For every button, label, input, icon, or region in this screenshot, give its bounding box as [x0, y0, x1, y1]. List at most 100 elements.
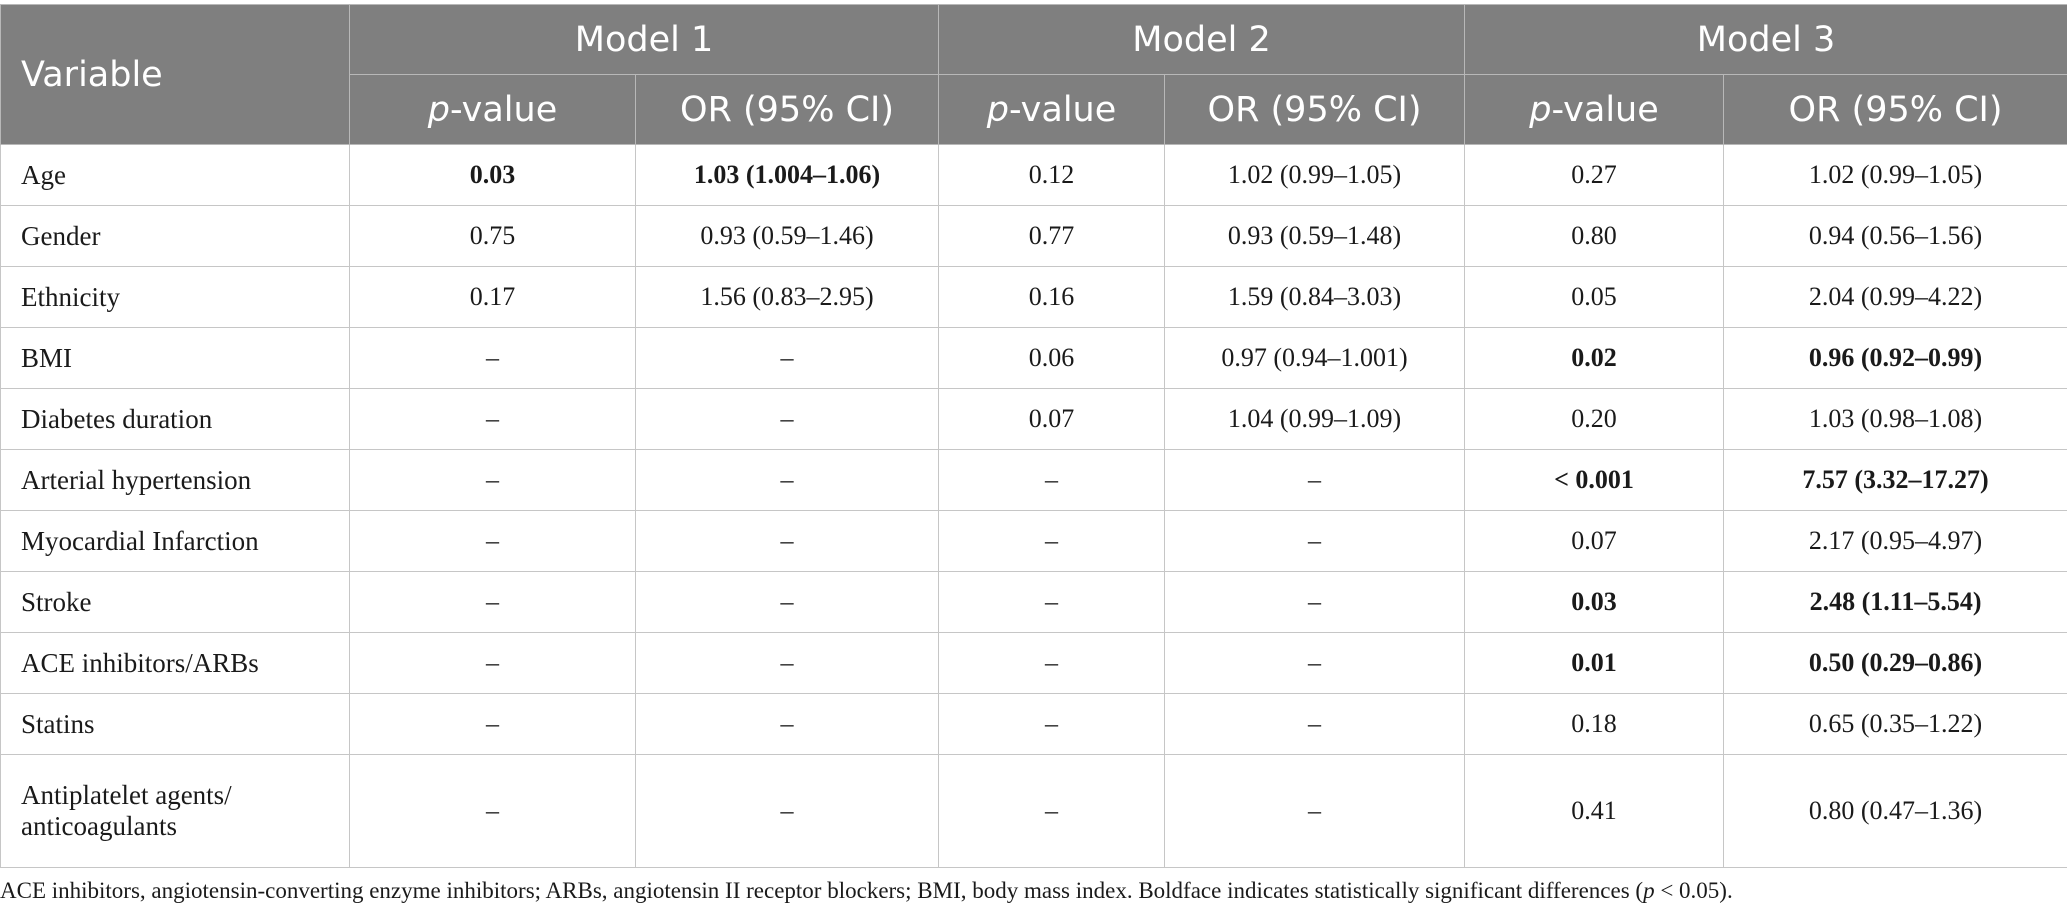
model-3-p-value-cell: 0.20 — [1464, 388, 1725, 450]
model-1-p-value-cell: – — [349, 632, 636, 694]
model-2-or-cell: – — [1164, 510, 1466, 572]
model-3-p-value-cell: 0.41 — [1464, 754, 1725, 868]
model-2-or-cell: 0.93 (0.59–1.48) — [1164, 205, 1466, 267]
model-1-p-value-cell: 0.03 — [349, 144, 636, 206]
model-3-p-value-cell: < 0.001 — [1464, 449, 1725, 511]
model-1-or-cell: – — [634, 754, 940, 868]
model-2-p-value-cell: – — [938, 632, 1166, 694]
model-1-or-header: OR (95% CI) — [634, 74, 940, 145]
model-3-p-value-header: p-value — [1464, 74, 1725, 145]
table-footnote: ACE inhibitors, angiotensin-converting e… — [0, 878, 1733, 903]
model-3-or-cell: 0.96 (0.92–0.99) — [1723, 327, 2067, 389]
model-2-header: Model 2 — [938, 4, 1466, 75]
model-2-or-cell: 1.59 (0.84–3.03) — [1164, 266, 1466, 328]
model-3-or-cell: 2.04 (0.99–4.22) — [1723, 266, 2067, 328]
variable-cell: ACE inhibitors/ARBs — [0, 632, 350, 694]
table-row: Arterial hypertension – – – – < 0.001 7.57 (3.… — [0, 449, 2067, 511]
model-1-or-cell: 0.93 (0.59–1.46) — [634, 205, 940, 267]
model-1-or-cell: – — [634, 449, 940, 511]
table-row: Gender 0.75 0.93 (0.59–1.46) 0.77 0.93 (0.59… — [0, 205, 2067, 267]
model-1-p-value-cell: – — [349, 754, 636, 868]
model-2-p-value-cell: 0.07 — [938, 388, 1166, 450]
model-3-or-cell: 7.57 (3.32–17.27) — [1723, 449, 2067, 511]
model-2-p-value-cell: 0.16 — [938, 266, 1166, 328]
model-2-p-value-cell: 0.77 — [938, 205, 1166, 267]
variable-cell: Age — [0, 144, 350, 206]
model-3-p-value-cell: 0.18 — [1464, 693, 1725, 755]
model-3-or-cell: 0.80 (0.47–1.36) — [1723, 754, 2067, 868]
model-2-p-value-cell: – — [938, 571, 1166, 633]
table-row: BMI – –0.06 0.97 (0.94–1.001) 0.02 0.96 (0.92… — [0, 327, 2067, 389]
table-header: Variable Model 1 Model 2 Model 3 p-value… — [0, 4, 2067, 145]
model-2-p-value-cell: – — [938, 510, 1166, 572]
model-3-or-cell: 1.02 (0.99–1.05) — [1723, 144, 2067, 206]
model-3-p-value-cell: 0.03 — [1464, 571, 1725, 633]
table-row: Diabetes duration – –0.07 1.04 (0.99–1.09) 0… — [0, 388, 2067, 450]
model-1-or-cell: – — [634, 571, 940, 633]
table-row: ACE inhibitors/ARBs – – – –0.01 0.50 (0.29–0.… — [0, 632, 2067, 694]
model-2-or-cell: – — [1164, 571, 1466, 633]
results-table-wrapper: Variable Model 1 Model 2 Model 3 p-value… — [0, 4, 2067, 868]
regression-results-table: Variable Model 1 Model 2 Model 3 p-value… — [0, 4, 2067, 868]
model-1-p-value-cell: – — [349, 449, 636, 511]
model-2-p-value-cell: – — [938, 693, 1166, 755]
table-row: Antiplatelet agents/anticoagulants – – – –0.… — [0, 754, 2067, 868]
table-body: Age 0.03 1.03 (1.004–1.06) 0.12 1.02 (0.99–1… — [0, 144, 2067, 868]
model-3-p-value-cell: 0.07 — [1464, 510, 1725, 572]
model-3-or-cell: 0.50 (0.29–0.86) — [1723, 632, 2067, 694]
model-2-p-value-cell: – — [938, 449, 1166, 511]
model-1-p-value-header: p-value — [349, 74, 636, 145]
model-1-p-value-cell: 0.75 — [349, 205, 636, 267]
model-2-or-cell: – — [1164, 754, 1466, 868]
model-2-p-value-cell: 0.06 — [938, 327, 1166, 389]
model-2-or-cell: – — [1164, 449, 1466, 511]
model-3-or-cell: 0.65 (0.35–1.22) — [1723, 693, 2067, 755]
model-1-p-value-cell: – — [349, 388, 636, 450]
model-1-or-cell: – — [634, 510, 940, 572]
model-1-p-value-cell: 0.17 — [349, 266, 636, 328]
table-row: Stroke – – – –0.03 2.48 (1.11–5.54) — [0, 571, 2067, 633]
model-2-p-value-header: p-value — [938, 74, 1166, 145]
model-1-or-cell: – — [634, 632, 940, 694]
model-1-or-cell: 1.03 (1.004–1.06) — [634, 144, 940, 206]
model-3-p-value-cell: 0.01 — [1464, 632, 1725, 694]
model-1-p-value-cell: – — [349, 327, 636, 389]
model-2-or-cell: – — [1164, 693, 1466, 755]
model-2-or-header: OR (95% CI) — [1164, 74, 1466, 145]
variable-column-header: Variable — [0, 4, 350, 145]
variable-cell: Myocardial Infarction — [0, 510, 350, 572]
table-row: Statins – – – –0.18 0.65 (0.35–1.22) — [0, 693, 2067, 755]
model-3-p-value-cell: 0.80 — [1464, 205, 1725, 267]
table-row: Myocardial Infarction – – – –0.07 2.17 (0.95–… — [0, 510, 2067, 572]
model-1-p-value-cell: – — [349, 571, 636, 633]
variable-cell: Ethnicity — [0, 266, 350, 328]
model-1-header: Model 1 — [348, 4, 940, 75]
model-3-header: Model 3 — [1464, 4, 2067, 75]
model-2-p-value-cell: 0.12 — [938, 144, 1166, 206]
variable-cell: Diabetes duration — [0, 388, 350, 450]
model-3-or-cell: 1.03 (0.98–1.08) — [1723, 388, 2067, 450]
variable-cell: Gender — [0, 205, 350, 267]
variable-cell-line: Antiplatelet agents/ — [21, 780, 232, 810]
model-2-or-cell: 1.02 (0.99–1.05) — [1164, 144, 1466, 206]
model-3-p-value-cell: 0.27 — [1464, 144, 1725, 206]
table-row: Age 0.03 1.03 (1.004–1.06) 0.12 1.02 (0.99–1… — [0, 144, 2067, 206]
model-1-or-cell: – — [634, 693, 940, 755]
model-2-p-value-cell: – — [938, 754, 1166, 868]
model-1-or-cell: 1.56 (0.83–2.95) — [634, 266, 940, 328]
model-3-p-value-cell: 0.02 — [1464, 327, 1725, 389]
variable-cell: Antiplatelet agents/anticoagulants — [0, 754, 350, 868]
model-2-or-cell: 0.97 (0.94–1.001) — [1164, 327, 1466, 389]
model-1-or-cell: – — [634, 327, 940, 389]
model-3-or-header: OR (95% CI) — [1723, 74, 2067, 145]
table-row: Ethnicity 0.17 1.56 (0.83–2.95) 0.16 1.59 (0… — [0, 266, 2067, 328]
model-1-or-cell: – — [634, 388, 940, 450]
variable-cell: Stroke — [0, 571, 350, 633]
model-1-p-value-cell: – — [349, 510, 636, 572]
variable-cell: BMI — [0, 327, 350, 389]
variable-cell: Arterial hypertension — [0, 449, 350, 511]
model-1-p-value-cell: – — [349, 693, 636, 755]
variable-cell-line: anticoagulants — [21, 811, 177, 841]
model-3-or-cell: 2.48 (1.11–5.54) — [1723, 571, 2067, 633]
model-2-or-cell: 1.04 (0.99–1.09) — [1164, 388, 1466, 450]
